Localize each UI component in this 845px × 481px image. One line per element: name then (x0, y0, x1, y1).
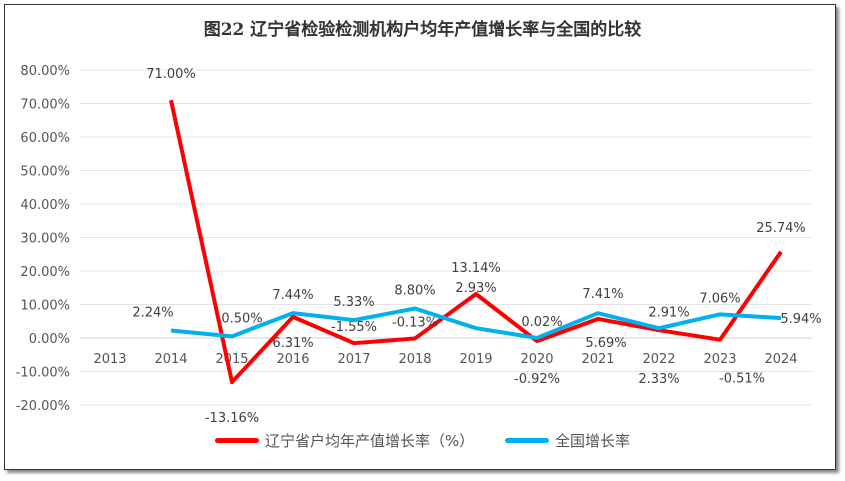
x-tick-label: 2021 (581, 352, 614, 367)
data-label: -13.16% (205, 411, 259, 426)
x-tick-label: 2015 (215, 352, 248, 367)
data-label: 71.00% (146, 67, 196, 82)
x-tick-label: 2024 (764, 352, 797, 367)
x-tick-label: 2019 (459, 352, 492, 367)
data-label: 0.50% (221, 311, 262, 326)
legend-swatch-blue (505, 438, 549, 443)
chart-title: 图22 辽宁省检验检测机构户均年产值增长率与全国的比较 (203, 20, 642, 40)
data-label: -0.92% (514, 372, 560, 387)
legend-label: 辽宁省户均年产值增长率（%） (265, 432, 475, 450)
data-label: 5.33% (333, 295, 374, 310)
x-tick-label: 2023 (703, 352, 736, 367)
data-label: 7.41% (582, 287, 623, 302)
y-tick-label: -10.00% (16, 366, 70, 381)
y-tick-label: 10.00% (20, 299, 70, 314)
legend-item-liaoning: 辽宁省户均年产值增长率（%） (215, 430, 474, 451)
data-label: 0.02% (521, 315, 562, 330)
legend-label: 全国增长率 (555, 432, 631, 450)
legend-item-national: 全国增长率 (505, 430, 630, 451)
x-tick-label: 2022 (642, 352, 675, 367)
data-label: 7.44% (272, 288, 313, 303)
x-tick-label: 2018 (398, 352, 431, 367)
y-tick-label: 0.00% (29, 332, 70, 347)
data-label: 13.14% (451, 261, 501, 276)
series-line-0 (169, 99, 783, 385)
x-tick-label: 2014 (154, 352, 187, 367)
x-tick-label: 2017 (337, 352, 370, 367)
data-label: -0.13% (392, 315, 438, 330)
data-label: 25.74% (756, 221, 806, 236)
y-tick-label: 50.00% (20, 165, 70, 180)
data-label: 6.31% (272, 336, 313, 351)
series-line-1 (170, 306, 782, 340)
data-label: 2.91% (648, 305, 689, 320)
x-tick-label: 2020 (520, 352, 553, 367)
y-tick-label: 40.00% (20, 198, 70, 213)
data-label: 7.06% (699, 291, 740, 306)
data-label: 2.33% (638, 372, 679, 387)
data-label: -0.51% (719, 372, 765, 387)
legend-swatch-red (215, 438, 259, 443)
data-label: 2.24% (132, 305, 173, 320)
data-label: 2.93% (455, 281, 496, 296)
data-label: 5.94% (780, 312, 821, 327)
data-label: 5.69% (585, 336, 626, 351)
y-tick-label: 20.00% (20, 265, 70, 280)
y-tick-label: 80.00% (20, 64, 70, 79)
data-label: 8.80% (394, 284, 435, 299)
y-tick-label: 70.00% (20, 98, 70, 113)
y-tick-label: 30.00% (20, 232, 70, 247)
y-tick-label: -20.00% (16, 399, 70, 414)
data-label: -1.55% (331, 320, 377, 335)
y-tick-label: 60.00% (20, 131, 70, 146)
x-tick-label: 2016 (276, 352, 309, 367)
x-tick-label: 2013 (93, 352, 126, 367)
